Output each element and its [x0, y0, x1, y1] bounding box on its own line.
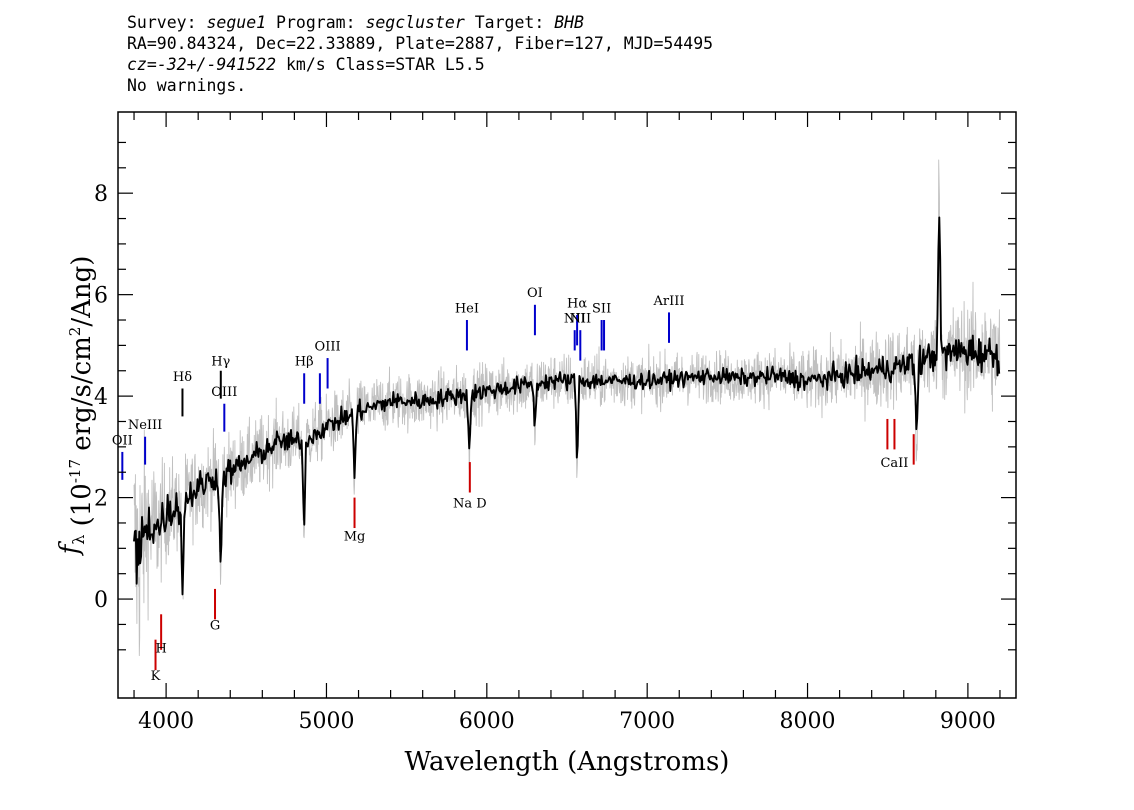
- cz-rest: km/s Class=STAR L5.5: [276, 55, 485, 74]
- header-line-survey: Survey: segue1 Program: segcluster Targe…: [127, 12, 713, 33]
- cz-label: cz=: [127, 55, 157, 74]
- y-tick-label: 2: [94, 487, 108, 512]
- header-line-warnings: No warnings.: [127, 76, 247, 95]
- survey-value: segue1: [206, 13, 267, 32]
- plot-header: Survey: segue1 Program: segcluster Targe…: [127, 12, 713, 96]
- plot-frame: [117, 111, 1017, 699]
- y-tick-label: 8: [94, 182, 108, 207]
- x-tick-label: 7000: [619, 709, 675, 734]
- header-line-coordinates: RA=90.84324, Dec=22.33889, Plate=2887, F…: [127, 34, 714, 53]
- y-axis-label: fλ (10-17 erg/s/cm2/Ang): [55, 256, 97, 557]
- emission-line-label: OIII: [315, 339, 341, 354]
- emission-line-label: Hα: [567, 296, 587, 311]
- program-label: Program:: [266, 13, 366, 32]
- target-value: BHB: [554, 13, 584, 32]
- axes-layer: 4000 5000 6000 7000 8000 9000 0 2 4 6 8: [94, 112, 1016, 734]
- absorption-line-label: K: [151, 669, 161, 684]
- y-tick-label: 0: [94, 588, 108, 613]
- x-axis-label: Wavelength (Angstroms): [405, 747, 730, 777]
- header-line-redshift: cz=-32+/-941522 km/s Class=STAR L5.5: [127, 54, 713, 75]
- x-tick-label: 9000: [940, 709, 996, 734]
- emission-line-label: ArIII: [652, 294, 684, 309]
- x-tick-label: 4000: [138, 709, 194, 734]
- survey-label: Survey:: [127, 13, 207, 32]
- series-layer: [133, 159, 1001, 657]
- x-tick-label: 5000: [298, 709, 354, 734]
- absorption-line-label: Na D: [453, 497, 487, 512]
- x-tick-label: 8000: [780, 709, 836, 734]
- x-tick-label: 6000: [459, 709, 515, 734]
- flux-series-noisy-flux: [133, 159, 1001, 657]
- cz-value: -32+/-941522: [156, 55, 277, 74]
- absorption-line-label: G: [210, 619, 220, 634]
- absorption-line-label: H: [155, 641, 166, 656]
- emission-line-label: NII: [569, 312, 591, 327]
- line-markers-layer: OIINeIIIHδHγOIIIHβOIIIHeIOINIIHαNIISIIAr…: [112, 286, 915, 684]
- emission-line-label: OI: [527, 286, 543, 301]
- emission-line-label: SII: [592, 301, 611, 316]
- program-value: segcluster: [365, 13, 465, 32]
- emission-line-label: NeIII: [128, 418, 162, 433]
- flux-series-smoothed-flux: [133, 216, 1001, 596]
- emission-line-label: HeI: [455, 301, 479, 316]
- y-tick-label: 6: [94, 284, 108, 309]
- emission-line-label: OIII: [211, 385, 237, 400]
- y-tick-label: 4: [94, 385, 108, 410]
- emission-line-label: Hβ: [295, 355, 314, 370]
- absorption-line-label: Mg: [344, 530, 366, 545]
- emission-line-label: Hγ: [211, 355, 230, 370]
- absorption-line-label: CaII: [880, 456, 908, 471]
- emission-line-label: OII: [112, 433, 133, 448]
- emission-line-label: NII: [564, 312, 586, 327]
- emission-line-label: Hδ: [173, 370, 192, 385]
- target-label: Target:: [464, 13, 555, 32]
